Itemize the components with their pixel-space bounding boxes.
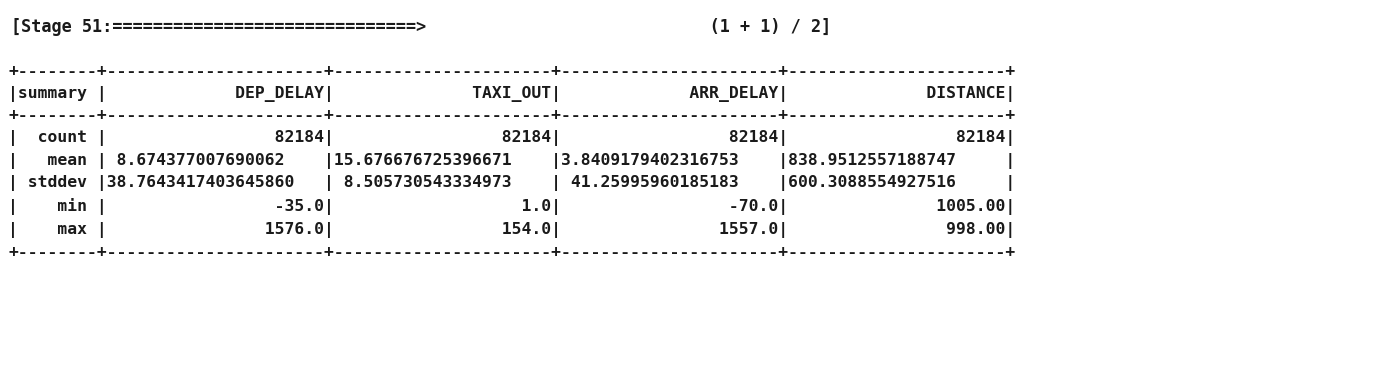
Text: +--------+----------------------+----------------------+----------------------+-: +--------+----------------------+-------… — [8, 64, 1016, 259]
Text: [Stage 51:==============================>                            (1 + 1) / 2: [Stage 51:==============================… — [11, 18, 831, 36]
